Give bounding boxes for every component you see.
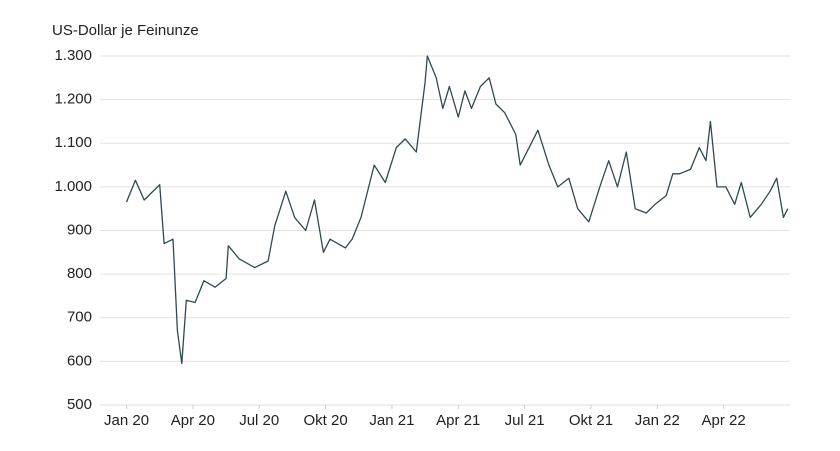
y-axis-label: US-Dollar je Feinunze — [52, 22, 199, 39]
y-tick-label: 800 — [67, 265, 92, 282]
y-tick-label: 500 — [67, 396, 92, 413]
x-tick-label: Jan 21 — [369, 412, 414, 429]
x-tick-label: Apr 20 — [171, 412, 215, 429]
y-tick-label: 700 — [67, 309, 92, 326]
y-tick-label: 1.000 — [54, 178, 92, 195]
y-tick-label: 1.300 — [54, 47, 92, 64]
y-tick-label: 900 — [67, 221, 92, 238]
y-tick-label: 1.100 — [54, 134, 92, 151]
x-tick-label: Jul 20 — [239, 412, 279, 429]
price-line — [125, 55, 789, 365]
x-tick-label: Apr 21 — [436, 412, 480, 429]
x-tick-label: Jul 21 — [505, 412, 545, 429]
x-tick-label: Okt 21 — [569, 412, 613, 429]
x-tick-label: Jan 22 — [635, 412, 680, 429]
y-tick-label: 600 — [67, 352, 92, 369]
x-tick-label: Apr 22 — [702, 412, 746, 429]
x-tick-label: Okt 20 — [303, 412, 347, 429]
y-tick-label: 1.200 — [54, 91, 92, 108]
x-tick-label: Jan 20 — [104, 412, 149, 429]
